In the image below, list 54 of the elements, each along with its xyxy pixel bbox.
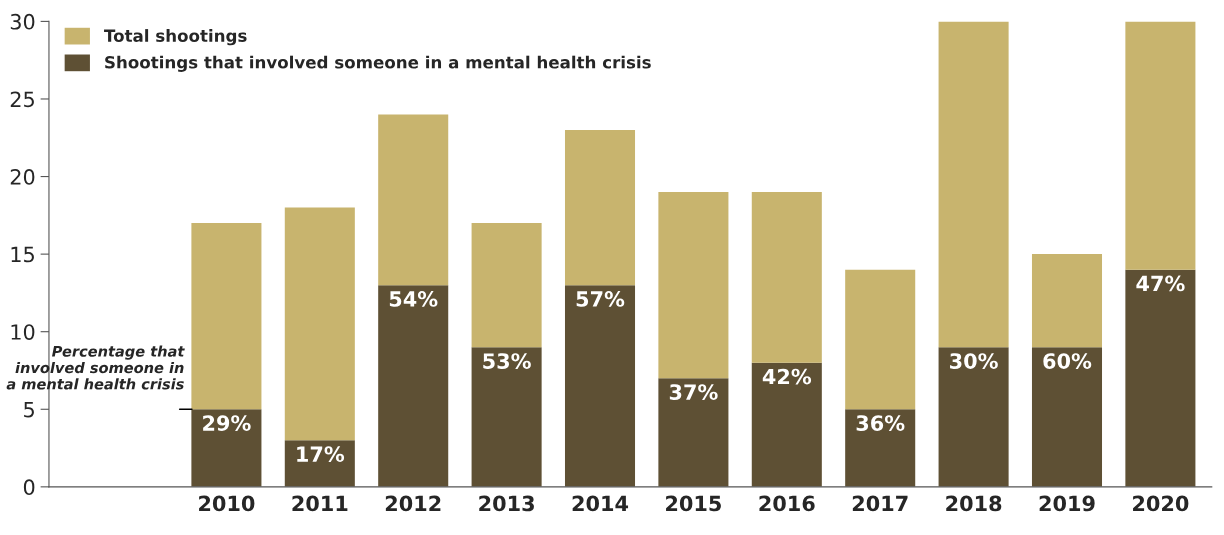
x-tick-label: 2018 bbox=[946, 495, 1002, 512]
annotation: 47% bbox=[1136, 275, 1185, 292]
annotation: 60% bbox=[1043, 353, 1092, 369]
annotation: Percentage that involved someone in a mental health crisis bbox=[6, 345, 185, 390]
annotation: 17% bbox=[297, 446, 345, 462]
x-tick-label: 2016 bbox=[759, 495, 815, 512]
annotation: 57% bbox=[576, 291, 625, 307]
bar bbox=[191, 409, 262, 487]
bar bbox=[751, 192, 822, 363]
x-tick-label: 2010 bbox=[199, 495, 255, 512]
bar bbox=[564, 130, 636, 286]
y-tick-label: 30 bbox=[10, 13, 35, 30]
bar bbox=[938, 347, 1009, 487]
y-tick-label: 15 bbox=[11, 246, 34, 263]
annotation: 36% bbox=[856, 415, 905, 431]
y-tick-label: 10 bbox=[11, 324, 35, 340]
y-tick-label: 0 bbox=[23, 479, 35, 496]
annotation: 37% bbox=[669, 384, 718, 400]
legend-label: Total shootings bbox=[104, 29, 247, 46]
bar bbox=[1031, 254, 1103, 348]
bar bbox=[938, 21, 1009, 348]
bar bbox=[1125, 21, 1196, 270]
bar bbox=[378, 285, 449, 487]
bar bbox=[471, 347, 542, 487]
bar bbox=[845, 269, 916, 410]
bar bbox=[471, 223, 542, 348]
y-tick-label: 20 bbox=[10, 169, 35, 185]
bar bbox=[564, 285, 636, 487]
bar bbox=[751, 362, 822, 487]
annotation: 29% bbox=[203, 415, 251, 431]
annotation: 42% bbox=[762, 368, 812, 385]
x-tick-label: 2017 bbox=[852, 495, 908, 512]
y-tick-label: 5 bbox=[24, 402, 34, 418]
bar bbox=[1125, 269, 1196, 487]
x-tick-label: 2013 bbox=[479, 495, 534, 512]
bar bbox=[284, 207, 355, 441]
bar bbox=[1031, 347, 1103, 487]
bar bbox=[191, 223, 262, 410]
annotation: 53% bbox=[483, 353, 531, 369]
y-tick-label: 25 bbox=[10, 91, 34, 108]
x-tick-label: 2015 bbox=[666, 495, 721, 512]
bar bbox=[658, 378, 729, 487]
x-tick-label: 2014 bbox=[572, 495, 629, 512]
annotation: 30% bbox=[950, 353, 998, 369]
x-tick-label: 2020 bbox=[1133, 495, 1189, 512]
x-tick-label: 2019 bbox=[1039, 495, 1095, 512]
x-tick-label: 2012 bbox=[385, 495, 441, 512]
annotation: 54% bbox=[389, 291, 438, 307]
bar bbox=[658, 192, 729, 379]
x-tick-label: 2011 bbox=[292, 495, 348, 512]
bar bbox=[845, 409, 916, 487]
bar bbox=[284, 440, 355, 487]
legend-label: Shootings that involved someone in a mental health crisis bbox=[105, 55, 651, 72]
bar bbox=[378, 114, 449, 286]
